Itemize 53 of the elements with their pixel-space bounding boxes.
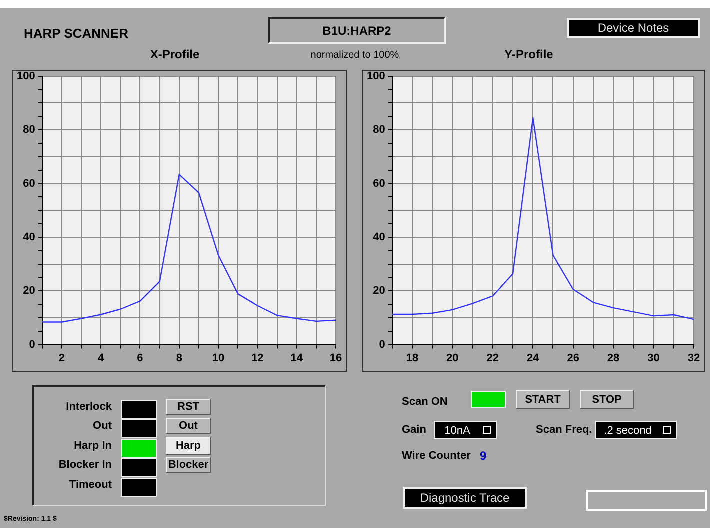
y-tick-label: 80 [373, 124, 386, 136]
y-tick-label: 40 [373, 231, 386, 244]
text: Scan ON [402, 396, 448, 408]
x-tick-label: 28 [607, 352, 620, 364]
x-tick-label: 4 [98, 352, 106, 364]
name-field: B1U:HARP2 [268, 17, 446, 44]
button: STOP [580, 390, 634, 409]
x-tick-label: 16 [330, 352, 342, 364]
chart-title: Y-Profile [504, 48, 554, 62]
text: Out [93, 420, 112, 432]
text: normalized to 100% [310, 50, 400, 61]
button: Out [166, 418, 211, 434]
x-tick-label: 22 [486, 352, 500, 364]
x-tick-label: 20 [446, 352, 459, 364]
y-tick-label: 40 [23, 231, 36, 244]
x-tick-label: 2 [58, 352, 65, 364]
y-tick-label: 0 [29, 338, 36, 351]
text: Timeout [69, 479, 112, 491]
text: 9 [480, 449, 487, 463]
y-tick-label: 80 [23, 124, 36, 136]
y-tick-label: 100 [16, 70, 36, 82]
text: Blocker In [58, 459, 112, 471]
y-tick-label: 20 [23, 285, 36, 298]
x-tick-label: 10 [212, 352, 225, 364]
button: Diagnostic Trace [403, 487, 527, 509]
text: Scan Freq. [536, 424, 592, 436]
text: HARP SCANNER [24, 26, 128, 41]
y-tick-label: 60 [23, 178, 36, 190]
y-tick-label: 60 [373, 178, 386, 190]
x-tick-label: 18 [406, 352, 419, 364]
x-tick-label: 14 [290, 352, 304, 364]
text: Harp In [74, 440, 112, 452]
x-tick-label: 6 [137, 352, 144, 364]
chart-title: X-Profile [150, 48, 200, 62]
text: Wire Counter [402, 450, 471, 462]
dropdown: 10nA [434, 421, 497, 439]
button: Blocker [166, 457, 211, 473]
y-tick-label: 0 [379, 338, 386, 351]
button: Device Notes [567, 18, 700, 38]
x-tick-label: 8 [176, 352, 182, 364]
y-tick-label: 100 [366, 70, 386, 82]
x-tick-label: 26 [567, 352, 580, 364]
text: Interlock [66, 401, 112, 413]
dropdown: .2 second [595, 421, 677, 439]
x-tick-label: 32 [688, 352, 700, 364]
text: Gain [402, 424, 426, 436]
button: Harp [166, 437, 211, 455]
button: START [516, 390, 570, 409]
x-tick-label: 12 [252, 352, 264, 364]
x-tick-label: 24 [526, 352, 540, 364]
button: RST [166, 399, 211, 415]
x-tick-label: 30 [648, 352, 660, 364]
y-tick-label: 20 [373, 285, 386, 298]
